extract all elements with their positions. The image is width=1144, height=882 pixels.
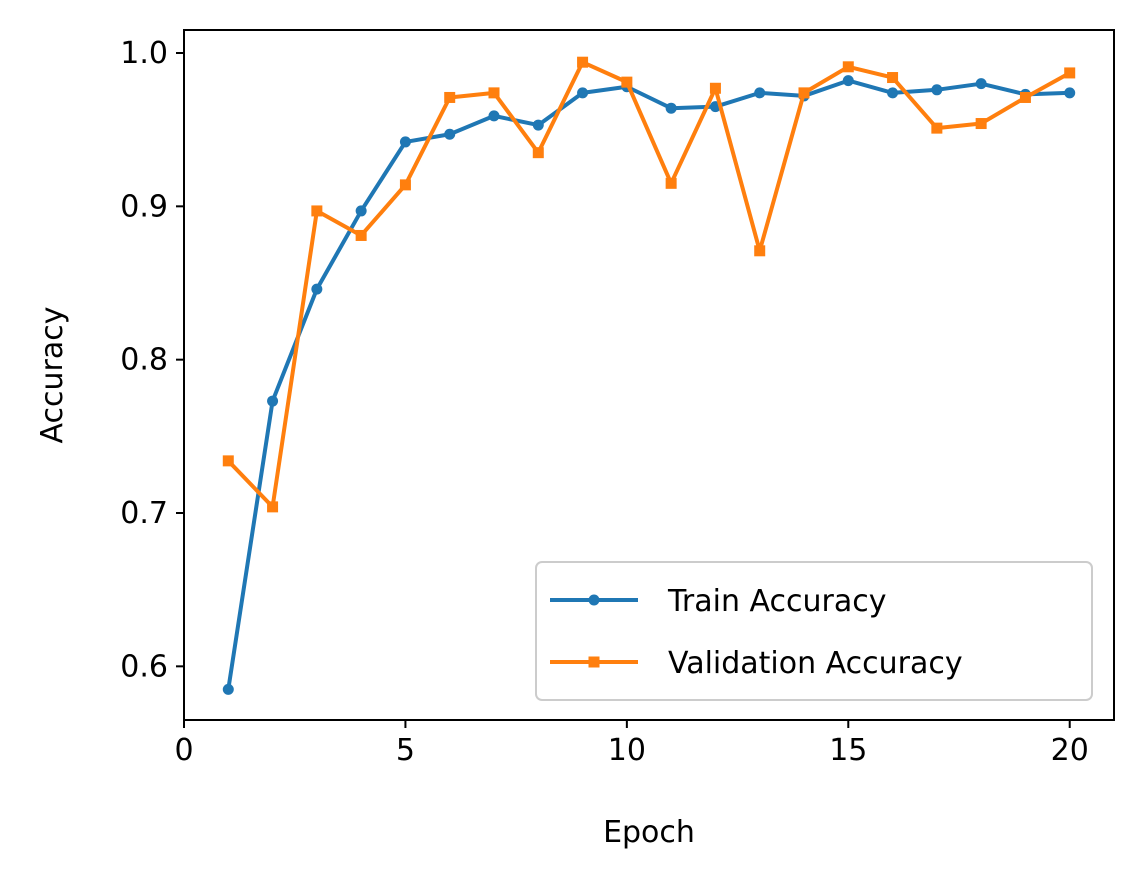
train-accuracy-point [754,87,766,99]
train-accuracy-point [887,87,899,99]
validation-accuracy-point [621,76,633,88]
validation-accuracy-line [225,60,1073,509]
train-accuracy-point [267,395,279,407]
validation-accuracy-point [887,72,899,84]
train-accuracy-point [444,128,456,140]
validation-accuracy-point [577,56,589,68]
x-tick-label: 15 [829,733,867,768]
legend-marker-validation-accuracy [588,656,600,668]
train-accuracy-point [1064,87,1076,99]
validation-accuracy-point [931,122,943,134]
y-axis-ticks: 0.6 0.7 0.8 0.9 1.0 [120,36,184,684]
legend-label-validation-accuracy: Validation Accuracy [668,646,963,681]
validation-accuracy-point [399,179,411,191]
x-axis-label: Epoch [603,815,695,850]
x-tick-label: 5 [396,733,415,768]
x-axis-ticks: 0 5 10 15 20 [174,720,1089,768]
train-accuracy-line [226,78,1072,692]
x-tick-label: 20 [1051,733,1089,768]
y-tick-label: 0.9 [120,189,168,224]
validation-accuracy-point [754,245,766,257]
train-accuracy-point [842,75,854,87]
x-tick-label: 0 [174,733,193,768]
validation-accuracy-point [842,61,854,73]
y-tick-label: 0.8 [120,343,168,378]
y-axis-label: Accuracy [35,307,70,444]
validation-accuracy-point [311,205,323,217]
legend: Train Accuracy Validation Accuracy [535,561,1093,701]
legend-marker-train-accuracy [588,594,600,606]
validation-accuracy-point [355,229,367,241]
train-accuracy-point [975,78,987,90]
train-accuracy-point [488,110,500,122]
train-accuracy-point [399,136,411,148]
train-accuracy-point [355,205,367,217]
legend-label-train-accuracy: Train Accuracy [667,584,886,619]
legend-box [535,561,1093,701]
validation-accuracy-point [267,501,279,513]
validation-accuracy-point [444,91,456,103]
train-accuracy-point [577,87,589,99]
y-tick-label: 0.6 [120,649,168,684]
validation-accuracy-point [1019,91,1031,103]
validation-accuracy-point [1064,67,1076,79]
train-accuracy-point [311,283,323,295]
validation-accuracy-series [222,56,1076,513]
train-accuracy-point [665,102,677,114]
y-tick-label: 1.0 [120,36,168,71]
validation-accuracy-point [222,455,234,467]
validation-accuracy-point [665,177,677,189]
validation-accuracy-point [532,147,544,159]
train-accuracy-point [222,683,234,695]
x-tick-label: 10 [608,733,646,768]
axes-frame [183,29,1115,721]
series-layer [222,56,1076,695]
validation-accuracy-point [975,118,987,130]
validation-accuracy-point [709,82,721,94]
validation-accuracy-point [488,87,500,99]
train-accuracy-point [532,119,544,131]
validation-accuracy-point [798,87,810,99]
train-accuracy-point [931,84,943,96]
y-tick-label: 0.7 [120,496,168,531]
